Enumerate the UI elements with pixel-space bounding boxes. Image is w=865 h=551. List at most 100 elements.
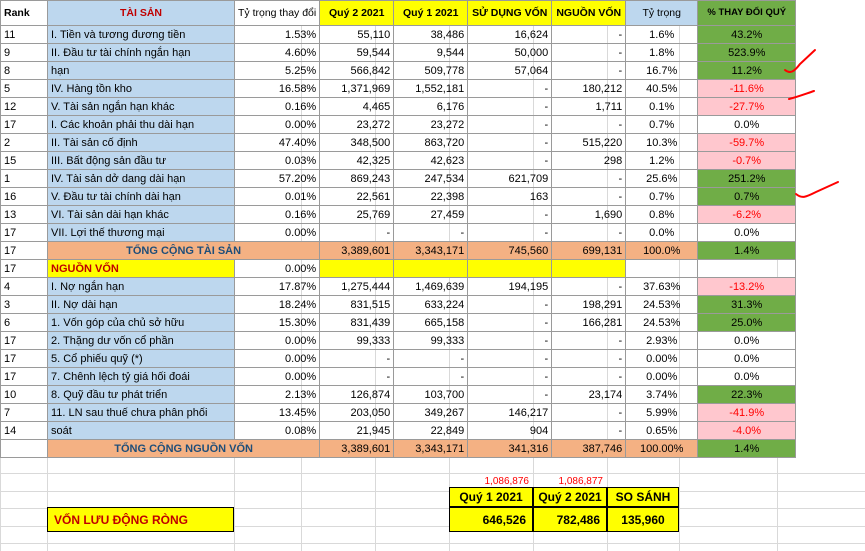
q1-value-cell[interactable]: 3,343,171 (393, 241, 469, 260)
pct-change-cell[interactable]: 1.4% (697, 439, 797, 458)
source-value-cell[interactable]: 180,212 (551, 79, 627, 98)
rank-cell[interactable]: 7 (0, 403, 48, 422)
q1-value-cell[interactable]: - (393, 349, 469, 368)
q2-value-cell[interactable]: - (319, 223, 395, 242)
use-value-cell[interactable]: 341,316 (467, 439, 553, 458)
header-weight[interactable]: Tỷ trọng (625, 0, 699, 26)
use-value-cell[interactable]: - (467, 133, 553, 152)
use-value-cell[interactable]: 146,217 (467, 403, 553, 422)
header-source[interactable]: NGUỒN VỐN (551, 0, 627, 26)
header-q1[interactable]: Quý 1 2021 (393, 0, 469, 26)
pct-change-cell[interactable]: 251.2% (697, 169, 797, 188)
use-value-cell[interactable]: - (467, 385, 553, 404)
source-value-cell[interactable]: - (551, 43, 627, 62)
q2-value-cell[interactable]: 55,110 (319, 25, 395, 44)
use-value-cell[interactable]: - (467, 79, 553, 98)
summary-q2-header[interactable]: Quý 2 2021 (533, 487, 607, 507)
source-value-cell[interactable]: - (551, 223, 627, 242)
item-name-cell[interactable]: IV. Hàng tồn kho (47, 79, 235, 98)
source-value-cell[interactable]: - (551, 61, 627, 80)
item-name-cell[interactable]: 1. Vốn góp của chủ sở hữu (47, 313, 235, 332)
use-value-cell[interactable]: - (467, 313, 553, 332)
item-name-cell[interactable]: IV. Tài sản dở dang dài hạn (47, 169, 235, 188)
change-weight-cell[interactable]: 17.87% (233, 277, 321, 296)
q1-value-cell[interactable]: 27,459 (393, 205, 469, 224)
change-weight-cell[interactable]: 0.00% (233, 259, 321, 278)
pct-change-cell[interactable]: -6.2% (697, 205, 797, 224)
pct-change-cell[interactable]: 0.0% (697, 331, 797, 350)
pct-change-cell[interactable]: -13.2% (697, 277, 797, 296)
q2-value-cell[interactable]: 126,874 (319, 385, 395, 404)
source-value-cell[interactable]: 699,131 (551, 241, 627, 260)
use-value-cell[interactable]: 50,000 (467, 43, 553, 62)
change-weight-cell[interactable]: 0.00% (233, 349, 321, 368)
source-value-cell[interactable]: 515,220 (551, 133, 627, 152)
pct-change-cell[interactable]: 0.0% (697, 223, 797, 242)
pct-change-cell[interactable]: -59.7% (697, 133, 797, 152)
weight-cell[interactable]: 10.3% (625, 133, 699, 152)
q1-value-cell[interactable]: 3,343,171 (393, 439, 469, 458)
rank-cell[interactable]: 8 (0, 61, 48, 80)
rank-cell[interactable]: 17 (0, 367, 48, 386)
change-weight-cell[interactable]: 1.53% (233, 25, 321, 44)
item-name-cell[interactable]: 8. Quỹ đầu tư phát triển (47, 385, 235, 404)
empty-cell[interactable] (393, 259, 469, 278)
empty-cell[interactable] (697, 259, 797, 278)
rank-cell[interactable]: 12 (0, 97, 48, 116)
q1-value-cell[interactable]: 99,333 (393, 331, 469, 350)
q2-value-cell[interactable]: 1,275,444 (319, 277, 395, 296)
weight-cell[interactable]: 1.6% (625, 25, 699, 44)
item-name-cell[interactable]: V. Đầu tư tài chính dài hạn (47, 187, 235, 206)
summary-q1-header[interactable]: Quý 1 2021 (449, 487, 533, 507)
q1-value-cell[interactable]: 633,224 (393, 295, 469, 314)
header-use[interactable]: SỬ DỤNG VỐN (467, 0, 553, 26)
pct-change-cell[interactable]: -41.9% (697, 403, 797, 422)
q1-value-cell[interactable]: 38,486 (393, 25, 469, 44)
item-name-cell[interactable]: II. Đầu tư tài chính ngắn hạn (47, 43, 235, 62)
q1-value-cell[interactable]: 42,623 (393, 151, 469, 170)
use-value-cell[interactable]: 57,064 (467, 61, 553, 80)
weight-cell[interactable]: 1.2% (625, 151, 699, 170)
item-name-cell[interactable]: V. Tài sản ngắn hạn khác (47, 97, 235, 116)
source-value-cell[interactable]: - (551, 349, 627, 368)
weight-cell[interactable]: 16.7% (625, 61, 699, 80)
rank-cell[interactable]: 17 (0, 241, 48, 260)
total-assets-label[interactable]: TỔNG CỘNG TÀI SẢN (46, 241, 321, 260)
change-weight-cell[interactable]: 0.01% (233, 187, 321, 206)
source-value-cell[interactable]: - (551, 421, 627, 440)
rank-cell[interactable]: 14 (0, 421, 48, 440)
use-value-cell[interactable]: - (467, 151, 553, 170)
rank-cell[interactable]: 17 (0, 115, 48, 134)
change-weight-cell[interactable]: 13.45% (233, 403, 321, 422)
weight-cell[interactable]: 100.00% (625, 439, 699, 458)
item-name-cell[interactable]: III. Bất động sản đầu tư (47, 151, 235, 170)
source-value-cell[interactable]: - (551, 169, 627, 188)
net-working-capital-label[interactable]: VỐN LƯU ĐỘNG RÒNG (47, 507, 234, 532)
source-value-cell[interactable]: - (551, 115, 627, 134)
pct-change-cell[interactable]: -4.0% (697, 421, 797, 440)
use-value-cell[interactable]: 904 (467, 421, 553, 440)
summary-compare-value[interactable]: 135,960 (607, 507, 679, 532)
change-weight-cell[interactable]: 47.40% (233, 133, 321, 152)
header-q2[interactable]: Quý 2 2021 (319, 0, 395, 26)
q1-value-cell[interactable]: 22,398 (393, 187, 469, 206)
source-value-cell[interactable]: - (551, 331, 627, 350)
item-name-cell[interactable]: I. Tiền và tương đương tiền (47, 25, 235, 44)
change-weight-cell[interactable]: 0.00% (233, 331, 321, 350)
total-sources-label[interactable]: TỔNG CỘNG NGUỒN VỐN (46, 439, 321, 458)
use-value-cell[interactable]: - (467, 349, 553, 368)
rank-cell[interactable]: 3 (0, 295, 48, 314)
q1-value-cell[interactable]: 1,469,639 (393, 277, 469, 296)
q2-value-cell[interactable]: 21,945 (319, 421, 395, 440)
q1-value-cell[interactable]: 103,700 (393, 385, 469, 404)
pct-change-cell[interactable]: 0.0% (697, 115, 797, 134)
pct-change-cell[interactable]: 22.3% (697, 385, 797, 404)
item-name-cell[interactable]: 11. LN sau thuế chưa phân phối (47, 403, 235, 422)
empty-cell[interactable] (625, 259, 699, 278)
pct-change-cell[interactable]: -0.7% (697, 151, 797, 170)
q2-value-cell[interactable]: 566,842 (319, 61, 395, 80)
rank-cell[interactable]: 5 (0, 79, 48, 98)
source-value-cell[interactable]: 1,711 (551, 97, 627, 116)
weight-cell[interactable]: 40.5% (625, 79, 699, 98)
rank-cell[interactable]: 15 (0, 151, 48, 170)
